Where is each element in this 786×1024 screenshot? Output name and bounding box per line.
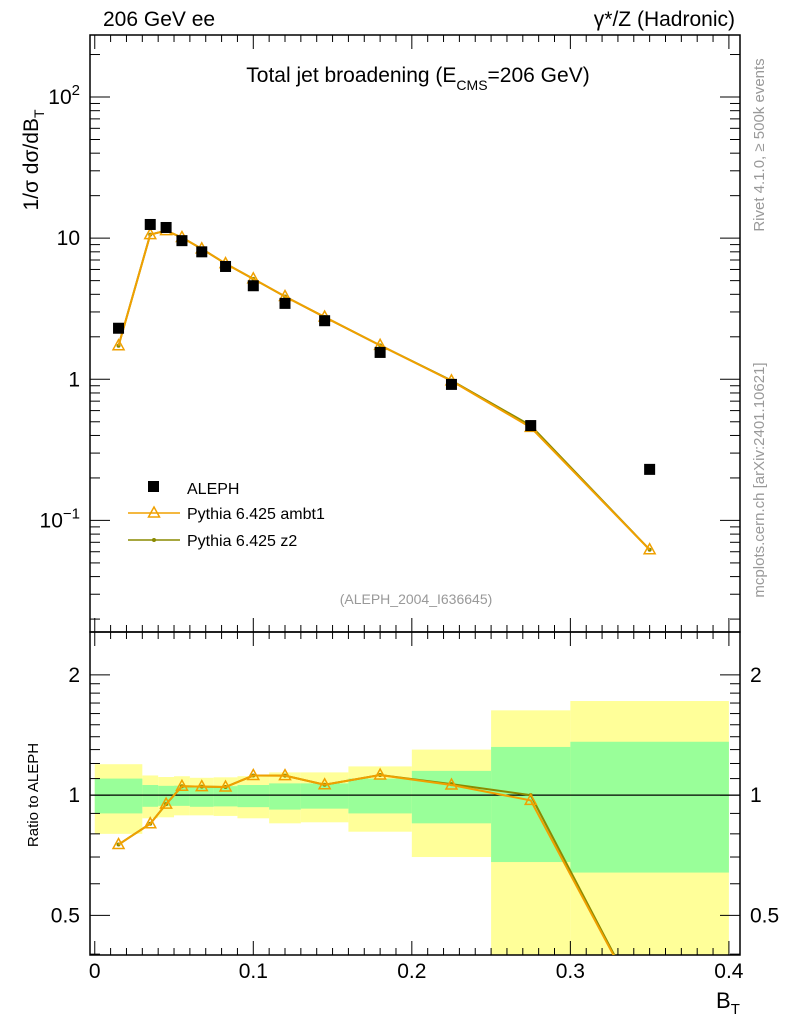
ratio-frame (89, 631, 741, 956)
band-1sigma (213, 786, 238, 807)
legend-aleph-marker (148, 481, 159, 492)
aleph-data-point (220, 260, 232, 272)
x-axis-label: BT (716, 988, 740, 1018)
aleph-data-point (374, 346, 386, 358)
ratio-tick-label-right: 0.5 (750, 904, 779, 927)
ratio-marker (317, 777, 332, 790)
analysis-id: (ALEPH_2004_I636645) (340, 591, 493, 607)
mc-marker (143, 227, 158, 240)
ratio-marker (246, 767, 261, 781)
ratio-marker (194, 779, 209, 792)
aleph-data-point (176, 235, 188, 247)
aleph-data-point (445, 378, 457, 390)
legend-ambt1-marker (147, 505, 161, 518)
ratio-marker (278, 768, 292, 781)
aleph-data-point (144, 218, 156, 230)
aleph-data-point (247, 280, 259, 292)
legend-aleph-label: ALEPH (187, 481, 239, 498)
x-tick-label: 0 (89, 960, 101, 983)
ratio-marker (159, 796, 173, 809)
band-1sigma (94, 778, 143, 814)
mc-line-1 (117, 229, 651, 551)
ratio-marker (218, 779, 233, 792)
mc-marker (642, 542, 657, 555)
ratio-tick-label-right: 1 (750, 784, 762, 807)
aleph-data-point (525, 420, 537, 432)
band-1sigma (570, 741, 729, 873)
x-tick-label: 0.2 (397, 960, 426, 983)
chart-title: Total jet broadening (ECMS=206 GeV) (246, 64, 589, 93)
header-right: γ*/Z (Hadronic) (594, 8, 735, 31)
band-1sigma (237, 785, 270, 808)
x-tick-label: 0.4 (714, 960, 744, 983)
ratio-line-1 (117, 774, 615, 955)
x-tick-label: 0.1 (239, 960, 268, 983)
ratio-tick-label-left: 2 (68, 664, 80, 687)
y-tick-label: 10 (57, 227, 80, 250)
ratio-marker (111, 836, 126, 850)
aleph-data-point (644, 463, 656, 475)
ratio-marker (523, 792, 538, 806)
legend-z2-label: Pythia 6.425 z2 (187, 533, 297, 550)
mcplots-label: mcplots.cern.ch [arXiv:2401.10621] (751, 362, 768, 597)
ratio-marker (143, 816, 158, 829)
aleph-data-point (196, 246, 208, 258)
rivet-version-label: Rivet 4.1.0, ≥ 500k events (751, 58, 768, 231)
band-1sigma (348, 778, 412, 814)
band-1sigma (300, 783, 349, 809)
y-tick-label: 102 (48, 82, 80, 109)
ratio-tick-label-left: 1 (68, 784, 80, 807)
aleph-data-point (319, 315, 331, 327)
header-left: 206 GeV ee (103, 8, 215, 31)
mc-line-2 (117, 229, 651, 551)
ratio-marker (175, 778, 189, 792)
aleph-data-point (113, 322, 125, 334)
y-tick-label: 10−1 (40, 505, 80, 532)
x-tick-label: 0.3 (556, 960, 585, 983)
mc-marker (111, 338, 126, 351)
band-1sigma (189, 786, 214, 807)
y-tick-label: 1 (68, 368, 80, 391)
ratio-tick-label-right: 2 (750, 664, 762, 687)
ratio-marker (444, 777, 459, 790)
band-1sigma (174, 785, 190, 806)
aleph-data-point (160, 221, 172, 233)
ratio-marker (373, 767, 387, 780)
ratio-tick-label-left: 0.5 (51, 904, 80, 927)
ratio-y-axis-label: Ratio to ALEPH (25, 743, 42, 847)
legend-ambt1-label: Pythia 6.425 ambt1 (187, 506, 325, 523)
band-1sigma (142, 785, 159, 807)
y-axis-label: 1/σ dσ/dBT (20, 109, 47, 210)
aleph-data-point (279, 297, 291, 309)
band-1sigma (269, 783, 301, 810)
legend-z2-marker (152, 538, 156, 542)
